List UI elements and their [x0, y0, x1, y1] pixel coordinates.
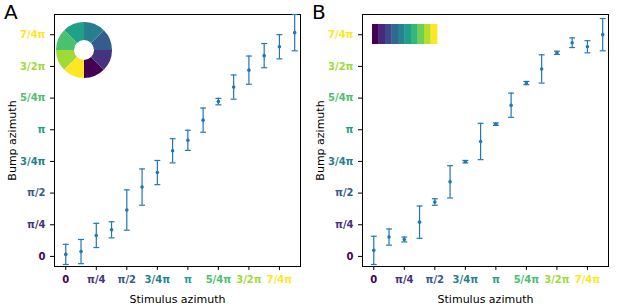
svg-text:π/4: π/4 [335, 219, 354, 230]
svg-text:3/2π: 3/2π [328, 61, 354, 72]
svg-text:Bump azimuth: Bump azimuth [314, 100, 327, 180]
svg-text:π/2: π/2 [118, 274, 137, 285]
svg-text:5/4π: 5/4π [20, 92, 46, 103]
svg-text:0: 0 [39, 251, 46, 262]
svg-text:5/4π: 5/4π [206, 274, 232, 285]
svg-text:3/4π: 3/4π [328, 156, 354, 167]
svg-text:3/2π: 3/2π [20, 61, 46, 72]
svg-text:7/4π: 7/4π [328, 29, 354, 40]
svg-text:Stimulus azimuth: Stimulus azimuth [438, 293, 534, 306]
svg-text:π: π [38, 124, 46, 135]
svg-text:3/4π: 3/4π [453, 274, 479, 285]
svg-text:3/4π: 3/4π [145, 274, 171, 285]
svg-text:7/4π: 7/4π [575, 274, 601, 285]
svg-text:π: π [184, 274, 192, 285]
svg-text:π/2: π/2 [27, 187, 46, 198]
html-text:A: A [4, 0, 18, 24]
svg-text:π: π [492, 274, 500, 285]
svg-text:Bump azimuth: Bump azimuth [6, 100, 19, 180]
svg-text:π/4: π/4 [395, 274, 414, 285]
svg-text:7/4π: 7/4π [20, 29, 46, 40]
svg-text:0: 0 [62, 274, 69, 285]
svg-text:π/2: π/2 [426, 274, 445, 285]
html-text:B: B [312, 0, 326, 24]
svg-text:0: 0 [347, 251, 354, 262]
svg-text:3/4π: 3/4π [20, 156, 46, 167]
svg-text:0: 0 [370, 274, 377, 285]
svg-text:π/2: π/2 [335, 187, 354, 198]
svg-text:5/4π: 5/4π [514, 274, 540, 285]
svg-text:π/4: π/4 [87, 274, 106, 285]
svg-text:5/4π: 5/4π [328, 92, 354, 103]
svg-text:7/4π: 7/4π [267, 274, 293, 285]
svg-text:Stimulus azimuth: Stimulus azimuth [130, 293, 226, 306]
svg-text:3/2π: 3/2π [236, 274, 262, 285]
svg-text:3/2π: 3/2π [544, 274, 570, 285]
svg-text:π/4: π/4 [27, 219, 46, 230]
svg-text:π: π [346, 124, 354, 135]
